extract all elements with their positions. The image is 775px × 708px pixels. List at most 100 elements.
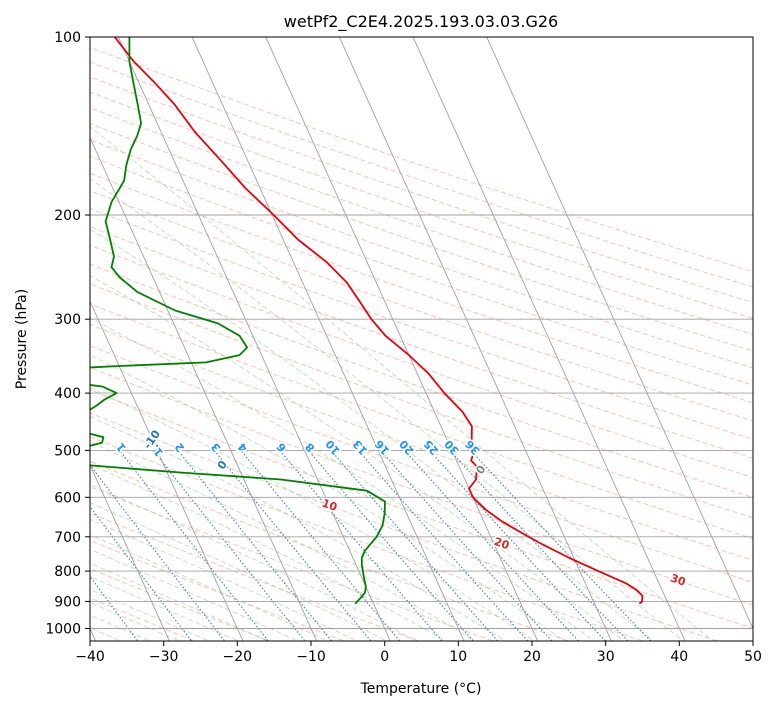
isotherm-line — [191, 37, 465, 641]
mixing-ratio-label: 13 — [350, 437, 370, 457]
mixing-ratio-label: 2 — [172, 440, 187, 454]
dry-adiabat-line — [90, 155, 753, 386]
x-tick-label: 30 — [597, 649, 615, 665]
moist-adiabat-line — [90, 354, 566, 641]
dry-adiabat-line — [90, 460, 570, 641]
isotherm-line — [117, 37, 391, 641]
dry-adiabat-line — [90, 61, 753, 288]
dry-adiabat-line — [90, 139, 753, 369]
axes: −40 −30 −20 −10 0 10 20 30 40 5010020030040050060… — [45, 30, 762, 665]
y-tick-label: 800 — [54, 564, 81, 580]
mixing-ratio-line — [404, 450, 580, 641]
mixing-ratio-line — [449, 450, 629, 641]
x-tick-label: 10 — [449, 649, 467, 665]
x-tick-label: 40 — [670, 649, 688, 665]
dry-adiabat-line — [90, 436, 645, 641]
mixing-ratio-line — [240, 450, 401, 641]
mixing-ratio-line — [0, 450, 89, 643]
dry-adiabat-line — [90, 172, 753, 404]
moist-adiabat-line — [90, 548, 299, 641]
dry-adiabat-line — [90, 512, 421, 641]
isotherm-line — [338, 37, 612, 641]
mixing-ratio-line — [279, 450, 443, 641]
mixing-ratio-line — [380, 450, 553, 641]
mixing-ratio-line — [470, 450, 652, 641]
dry-adiabat-line — [90, 207, 753, 440]
mixing-ratio-line — [330, 450, 499, 641]
x-tick-label: 0 — [380, 649, 389, 665]
plot-area: 11.52346810131620253036-100-90-80-70-60-… — [0, 37, 753, 643]
x-tick-label: 50 — [744, 649, 762, 665]
mixing-ratio-line — [152, 450, 306, 641]
x-tick-label: −10 — [296, 649, 326, 665]
dry-adiabat-line — [90, 486, 495, 641]
mixing-ratio-label: 3 — [209, 440, 224, 454]
dry-adiabat-line — [90, 539, 346, 641]
x-tick-label: 20 — [523, 649, 541, 665]
y-tick-label: 1000 — [45, 622, 81, 638]
isotherm-line — [90, 463, 170, 641]
x-tick-label: −40 — [75, 649, 105, 665]
mixing-ratio-label: 10 — [323, 437, 343, 457]
dry-adiabat-line — [90, 226, 753, 459]
mixing-ratio-line — [213, 450, 372, 641]
dry-adiabat-line — [90, 91, 753, 319]
y-tick-label: 900 — [54, 594, 81, 610]
mixing-ratio-line — [119, 450, 270, 641]
mixing-ratio-line — [90, 505, 193, 641]
dry-adiabat-label: 20 — [492, 535, 511, 552]
dry-adiabat-line — [90, 190, 753, 422]
moist-adiabat-line — [90, 562, 270, 641]
dry-adiabat-line — [90, 389, 753, 629]
dry-adiabat-line — [90, 366, 753, 606]
dry-adiabat-line — [90, 303, 753, 540]
dry-adiabat-line — [90, 263, 753, 499]
dry-adiabat-label: 10 — [320, 496, 339, 514]
dry-adiabat-line — [90, 597, 196, 641]
moist-adiabat-line — [90, 534, 329, 641]
dry-adiabat-line — [90, 345, 753, 583]
isotherm-line — [265, 37, 539, 641]
moist-adiabat-line — [90, 463, 448, 641]
moist-adiabat-line — [90, 576, 240, 641]
chart-title: wetPf2_C2E4.2025.193.03.03.G26 — [284, 12, 558, 32]
dry-adiabat-line — [90, 323, 753, 561]
dry-adiabat-line — [90, 76, 753, 304]
dry-adiabat-line — [90, 107, 753, 336]
moist-adiabat-label: 0 — [215, 458, 230, 472]
dry-adiabat-line — [90, 244, 753, 479]
mixing-ratio-line — [357, 450, 529, 641]
y-tick-label: 500 — [54, 443, 81, 459]
dry-adiabat-line — [90, 123, 753, 352]
plot-frame — [89, 36, 754, 642]
mixing-ratio-label: 30 — [442, 437, 462, 457]
mixing-ratio-line — [177, 450, 333, 641]
moist-adiabat-line — [90, 275, 625, 641]
y-tick-label: 300 — [54, 312, 81, 328]
x-tick-label: −30 — [149, 649, 179, 665]
temperature-profile-line — [113, 37, 644, 605]
dry-adiabat-line — [90, 283, 753, 519]
mixing-ratio-label: 4 — [235, 440, 250, 454]
isotherm-line — [90, 300, 244, 641]
mixing-ratio-line — [90, 575, 139, 641]
isotherm-line — [90, 136, 318, 641]
y-axis-label: Pressure (hPa) — [14, 289, 30, 389]
y-tick-label: 700 — [54, 530, 81, 546]
x-tick-label: −20 — [223, 649, 253, 665]
y-tick-label: 200 — [54, 208, 81, 224]
dewpoint-profile-line — [90, 37, 386, 605]
y-tick-label: 400 — [54, 386, 81, 402]
dry-adiabat-line — [90, 412, 720, 641]
mixing-ratio-label: 20 — [397, 437, 417, 457]
isotherm-line — [412, 37, 686, 641]
moist-adiabat-line — [90, 502, 388, 641]
mixing-ratio-label: 25 — [421, 437, 441, 457]
y-tick-label: 600 — [54, 490, 81, 506]
isotherm-line — [486, 37, 753, 630]
x-axis-label: Temperature (°C) — [360, 681, 482, 697]
mixing-ratio-line — [90, 464, 226, 641]
mixing-ratio-label: 1 — [114, 440, 129, 454]
mixing-ratio-label: 36 — [463, 437, 483, 457]
